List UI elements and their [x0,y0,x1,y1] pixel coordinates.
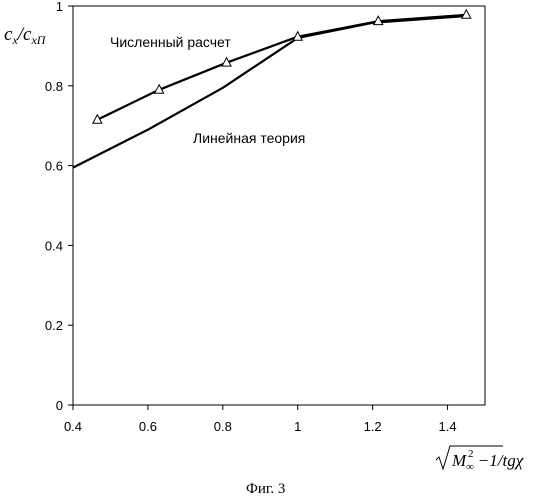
x-tick-label: 0.6 [139,419,157,434]
y-tick-label: 0.8 [45,79,63,94]
x-tick-label: 1 [294,419,301,434]
x-label-m: M [451,451,467,470]
x-tick-label: 0.4 [64,419,82,434]
x-tick-label: 1.4 [439,419,457,434]
y-tick-label: 0.6 [45,159,63,174]
y-tick-label: 0.2 [45,318,63,333]
x-axis-ticks: 0.4 0.6 0.8 1 1.2 1.4 [64,405,457,434]
series-markers [93,10,471,123]
x-axis-label: M∞2 −1/tgχ [436,446,524,473]
figure-caption: Фиг. 3 [246,481,285,497]
y-axis-ticks: 0 0.2 0.4 0.6 0.8 1 [45,0,73,413]
y-tick-label: 0.4 [45,238,63,253]
y-label-sub2: xП [30,33,46,47]
series-line-0 [97,15,466,120]
plot-area [73,6,485,405]
x-tick-label: 0.8 [214,419,232,434]
svg-text:M∞2 −1/tgχ: M∞2 −1/tgχ [451,448,524,473]
y-tick-label: 1 [56,0,63,14]
y-axis-label: cx/cxП [4,24,47,47]
x-label-minus: −1 [474,451,498,470]
annotation-linear: Линейная теория [193,130,305,146]
y-tick-label: 0 [56,398,63,413]
x-label-rest: /tgχ [497,451,524,470]
annotation-numerical: Численный расчет [110,34,231,50]
x-tick-label: 1.2 [364,419,382,434]
